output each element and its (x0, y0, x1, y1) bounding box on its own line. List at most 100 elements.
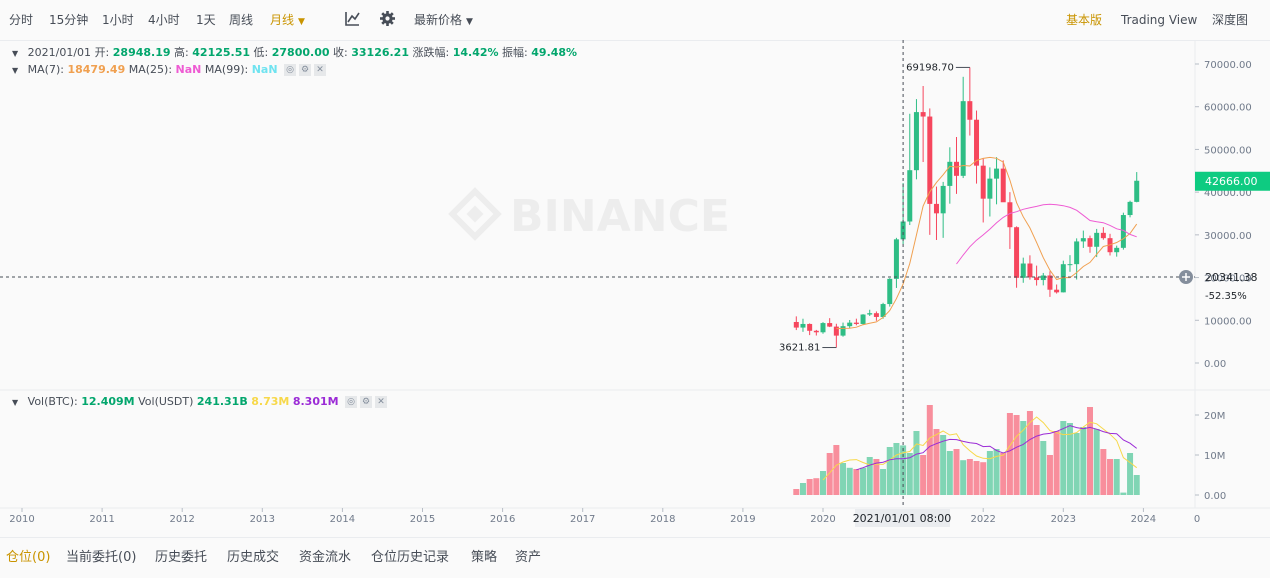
crosshair-price-tag: 20341.38 -52.35% (1179, 270, 1258, 302)
binance-watermark: BINANCE (448, 187, 730, 242)
tab-order-history[interactable]: 历史委托 (155, 550, 208, 565)
ma-lines (836, 156, 1138, 330)
ohlc-legend: ▼ 2021/01/01 开: 28948.19 高: 42125.51 低: … (12, 46, 578, 59)
tab-positions[interactable]: 仓位(0) (6, 550, 51, 565)
volume-bar (1053, 431, 1060, 495)
candle-body (994, 168, 1000, 179)
volume-bars (793, 405, 1140, 495)
price-tick-label: 30000.00 (1204, 231, 1252, 242)
tab-assets[interactable]: 资产 (515, 550, 542, 565)
ma25-value: NaN (175, 63, 202, 76)
collapse-icon[interactable]: ▼ (12, 66, 19, 75)
time-tick-label: 2014 (330, 514, 355, 525)
interval-tab[interactable]: 分时 (9, 13, 34, 27)
candle-body (927, 116, 933, 204)
max-annotation: 69198.70 (906, 62, 970, 73)
volume-tick-label: 10M (1204, 451, 1225, 462)
volume-bar (833, 445, 840, 495)
time-tick-label: 2017 (570, 514, 595, 525)
volume-bar (840, 463, 847, 495)
vol-btc-value: 12.409M (81, 395, 135, 408)
volume-bar (980, 462, 987, 495)
interval-dropdown[interactable]: 月线 ▼ (270, 12, 305, 30)
interval-tab[interactable]: 4小时 (148, 13, 180, 27)
price-type-dropdown[interactable]: 最新价格 ▼ (414, 12, 473, 30)
candle-body (873, 313, 879, 317)
candle-body (793, 321, 799, 328)
max-label: 69198.70 (906, 62, 954, 73)
candle-body (887, 278, 893, 305)
time-tick-label: 2022 (970, 514, 995, 525)
ohlc-date: 2021/01/01 (27, 46, 92, 59)
close-icon[interactable]: ✕ (314, 64, 327, 76)
time-axis: 2010 2011 2012 2013 2014 2015 2016 2017 2018 2019… (9, 508, 1200, 525)
price-axis: 70000.00 60000.00 50000.00 40000.00 30000.00… (1195, 60, 1252, 370)
candle-body (813, 330, 819, 333)
volume-bar (1113, 459, 1120, 495)
settings-icon[interactable]: ⚙ (299, 64, 312, 76)
tab-transaction-history[interactable]: 资金流水 (299, 550, 352, 565)
candle-body (827, 323, 833, 327)
interval-tab[interactable]: 15分钟 (49, 13, 89, 27)
volume-bar (900, 445, 907, 495)
tab-trade-history[interactable]: 历史成交 (227, 550, 280, 565)
settings-icon[interactable]: ⚙ (360, 396, 373, 408)
volume-bar (820, 471, 826, 495)
interval-tab[interactable]: 周线 (229, 13, 254, 27)
volume-bar (1020, 421, 1027, 495)
tab-position-history[interactable]: 仓位历史记录 (371, 550, 450, 565)
candle-body (900, 221, 906, 240)
volume-bar (993, 449, 1000, 495)
candle-body (1114, 247, 1120, 253)
crosshair-time-tag: 2021/01/01 08:00 (853, 509, 952, 527)
candle-body (967, 101, 973, 120)
time-tick-label: 2010 (9, 514, 34, 525)
crosshair-pct: -52.35% (1205, 291, 1247, 302)
view-tab-tradingview[interactable]: Trading View (1121, 13, 1198, 27)
tab-open-orders[interactable]: 当前委托(0) (66, 550, 137, 565)
collapse-icon[interactable]: ▼ (12, 398, 19, 407)
candle-body (800, 323, 806, 328)
volume-bar (1080, 427, 1087, 495)
candle-body (820, 323, 826, 333)
candles (793, 67, 1140, 348)
eye-icon[interactable]: ◎ (284, 64, 297, 76)
tab-strategy[interactable]: 策略 (471, 550, 498, 565)
volume-bar (940, 435, 947, 495)
volume-bar (1066, 423, 1073, 495)
close-icon[interactable]: ✕ (375, 396, 388, 408)
view-tab-basic[interactable]: 基本版 (1066, 13, 1103, 27)
candle-body (980, 165, 986, 199)
chart-area[interactable]: BINANCE 70000.00 60000.00 50000.00 40000.00… (0, 40, 1270, 530)
interval-tab[interactable]: 1天 (196, 13, 216, 27)
volume-bar (1133, 475, 1140, 495)
volume-bar (1006, 413, 1013, 495)
volume-bar (873, 459, 880, 495)
volume-bar (1033, 425, 1040, 495)
candle-body (1060, 264, 1066, 293)
vol-usdt-value: 241.31B (196, 395, 248, 408)
candlestick-chart[interactable]: BINANCE 70000.00 60000.00 50000.00 40000.00… (0, 40, 1270, 530)
gear-icon[interactable] (379, 10, 396, 31)
view-tab-depth[interactable]: 深度图 (1212, 13, 1249, 27)
candle-body (1120, 215, 1126, 248)
indicator-icon[interactable] (344, 10, 361, 31)
volume-bar (973, 461, 980, 495)
interval-tab[interactable]: 1小时 (102, 13, 134, 27)
volume-bar (913, 431, 920, 495)
candle-body (1034, 277, 1040, 281)
eye-icon[interactable]: ◎ (345, 396, 358, 408)
time-tick-label: 2019 (730, 514, 755, 525)
volume-bar (866, 457, 873, 495)
price-type-label: 最新价格 (414, 13, 463, 27)
volume-bar (1046, 455, 1053, 495)
volume-bar (906, 453, 913, 495)
volume-bar (1000, 453, 1007, 495)
crosshair-time: 2021/01/01 08:00 (853, 512, 952, 525)
ma25-line (956, 203, 1137, 265)
collapse-icon[interactable]: ▼ (12, 49, 19, 58)
bottom-tabs: 仓位(0) 当前委托(0) 历史委托 历史成交 资金流水 仓位历史记录 策略 资… (0, 537, 1270, 578)
volume-tick-label: 0.00 (1204, 491, 1226, 502)
vol-ma5-line (822, 416, 1138, 481)
candle-body (833, 326, 839, 336)
